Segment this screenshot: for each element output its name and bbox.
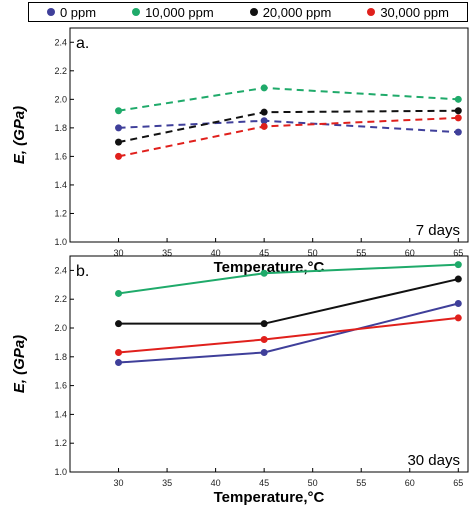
y-tick-label: 1.8 — [54, 352, 67, 362]
x-tick-label: 65 — [453, 478, 463, 488]
panel-label: b. — [76, 263, 89, 280]
y-tick-label: 1.0 — [54, 237, 67, 247]
x-tick-label: 50 — [308, 478, 318, 488]
y-tick-label: 2.4 — [54, 265, 67, 275]
y-tick-label: 1.2 — [54, 208, 67, 218]
x-tick-label: 45 — [259, 478, 269, 488]
legend-marker — [367, 8, 376, 16]
y-tick-label: 2.2 — [54, 66, 67, 76]
data-point — [115, 107, 123, 115]
x-tick-label: 60 — [405, 478, 415, 488]
data-point — [260, 108, 268, 116]
legend-marker — [46, 8, 55, 16]
data-point — [260, 269, 268, 277]
y-tick-label: 2.4 — [54, 37, 67, 47]
y-tick-label: 1.6 — [54, 151, 67, 161]
panel-label: a. — [76, 35, 89, 52]
y-tick-label: 1.2 — [54, 438, 67, 448]
y-tick-label: 1.8 — [54, 123, 67, 133]
data-point — [115, 289, 123, 297]
series-line — [118, 86, 459, 112]
y-tick-label: 1.0 — [54, 467, 67, 477]
y-axis-label: E, (GPa) — [11, 106, 28, 164]
chart-panel-2: 30 35 40 45 50 55 60 65 1.0 1.2 1.4 1.6 1.8 2.0 2.2 2.4… — [11, 255, 469, 506]
legend-item: 20,000 ppm — [249, 4, 332, 20]
data-point — [115, 320, 123, 328]
chart-legend: 0 ppm 10,000 ppm 20,000 ppm 30,000 ppm — [28, 2, 468, 22]
x-tick-label: 65 — [453, 248, 463, 258]
legend-marker — [249, 8, 258, 16]
legend-label: 20,000 ppm — [262, 4, 332, 20]
legend-label: 0 ppm — [59, 4, 97, 20]
plot-frame — [69, 27, 469, 243]
series-line — [118, 302, 459, 364]
legend-marker — [132, 8, 141, 16]
x-tick-label: 35 — [162, 248, 172, 258]
data-point — [260, 84, 268, 92]
x-tick-label: 35 — [162, 478, 172, 488]
legend-item: 30,000 ppm — [367, 5, 449, 20]
data-point — [115, 124, 123, 132]
y-tick-label: 1.4 — [54, 409, 67, 419]
y-tick-label: 1.6 — [54, 381, 67, 391]
data-point — [454, 275, 462, 283]
data-point — [454, 261, 462, 269]
data-point — [260, 122, 268, 130]
panel-annotation: 30 days — [407, 452, 460, 469]
plot-frame — [69, 255, 469, 473]
x-tick-label: 40 — [211, 248, 221, 258]
y-tick-label: 2.2 — [54, 294, 67, 304]
x-axis-label: Temperature,°C — [214, 489, 325, 506]
data-point — [115, 348, 123, 356]
data-point — [454, 95, 462, 103]
data-point — [454, 114, 462, 122]
data-point — [260, 117, 268, 125]
data-point — [115, 152, 123, 160]
y-tick-label: 1.4 — [54, 180, 67, 190]
x-tick-label: 60 — [405, 248, 415, 258]
x-tick-label: 30 — [114, 248, 124, 258]
legend-label: 10,000 ppm — [145, 4, 214, 20]
legend-item: 10,000 ppm — [132, 5, 214, 20]
panel-annotation: 7 days — [416, 222, 460, 239]
data-point — [454, 300, 462, 308]
data-point — [454, 128, 462, 136]
data-point — [260, 348, 268, 356]
data-point — [260, 320, 268, 328]
legend-label: 30,000 ppm — [380, 4, 449, 20]
legend-item: 0 ppm — [46, 4, 97, 20]
x-tick-label: 55 — [356, 248, 366, 258]
y-tick-label: 2.0 — [54, 323, 67, 333]
y-axis-label: E, (GPa) — [11, 335, 28, 393]
series-line — [118, 119, 459, 134]
x-tick-label: 30 — [114, 478, 124, 488]
data-point — [115, 138, 123, 146]
x-tick-label: 50 — [308, 248, 318, 258]
series-line — [118, 116, 459, 158]
data-point — [454, 107, 462, 115]
chart-panel-1: 30 35 40 45 50 55 60 65 1.0 1.2 1.4 1.6 1.8 2.0 2.2 2.4… — [11, 27, 469, 276]
series-line — [118, 109, 459, 144]
x-tick-label: 55 — [356, 478, 366, 488]
y-tick-label: 2.0 — [54, 94, 67, 104]
x-tick-label: 40 — [211, 478, 221, 488]
x-tick-label: 45 — [259, 248, 269, 258]
data-point — [260, 336, 268, 344]
data-point — [454, 314, 462, 322]
data-point — [115, 359, 123, 367]
